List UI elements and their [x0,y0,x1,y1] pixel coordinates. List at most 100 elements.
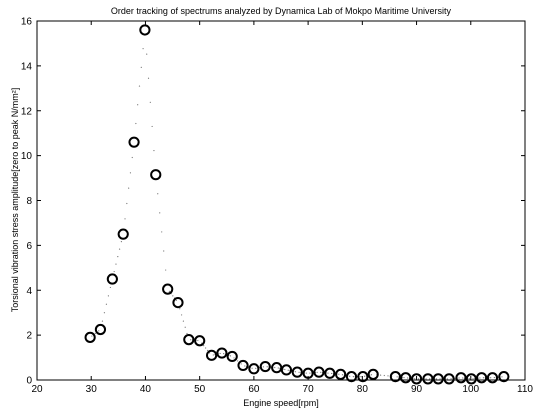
x-tick-label: 30 [86,384,98,395]
trace-dot [501,376,503,378]
x-tick-label: 50 [194,384,206,395]
data-point [422,373,434,385]
data-point [432,373,444,385]
x-tick-label: 40 [140,384,152,395]
trace-dot [140,66,142,68]
data-point [498,371,510,383]
data-point [248,363,260,375]
trace-dot [163,250,165,252]
data-point [84,331,96,343]
trace-dot [180,314,183,316]
trace-dot [352,376,354,378]
data-point [486,372,499,384]
data-point [335,368,347,380]
trace-dot [277,367,279,369]
y-tick-label: 4 [26,286,32,297]
x-tick-label: 90 [411,384,423,395]
trace-dot [255,367,257,370]
trace-dot [186,332,188,335]
trace-dot [147,77,150,79]
data-point [476,372,488,384]
trace-dot [406,377,409,379]
y-tick-label: 8 [26,196,32,207]
trace-dot [298,371,300,373]
trace-dot [316,371,318,373]
axis-ticks: 20 30 40 50 60 70 80 90 100 110 0 2 4 6 8 10 12 14 16 [21,17,534,396]
trace-dot [379,374,382,376]
trace-dot [103,312,106,314]
data-point [302,367,314,379]
data-point [367,368,379,380]
y-tick-label: 10 [21,151,33,162]
data-point [139,24,151,36]
trace-dot [331,372,333,375]
trace-dot [207,349,209,352]
data-point [216,347,228,359]
trace-dot [209,352,211,354]
trace-dot [203,344,205,347]
trace-dot [387,375,389,377]
data-point [324,367,336,379]
data-point [128,136,140,148]
trace-dot [450,378,452,380]
trace-dot [168,290,170,292]
data-point [162,283,174,295]
data-point [345,371,358,383]
trace-dot [262,366,264,368]
trace-dot [117,255,119,258]
trace-dot [172,295,174,297]
trace-dot [338,373,340,375]
trace-dot [131,156,133,159]
trace-dot [165,269,167,271]
trace-dot [109,286,111,289]
trace-dot [462,377,464,379]
plot-frame [36,20,526,381]
trace-dot [425,378,427,380]
data-points [84,24,510,385]
trace-dot [251,367,253,369]
data-point [259,360,271,373]
trace-dot [126,202,128,205]
trace-dot [305,372,307,374]
y-tick-label: 16 [21,17,33,28]
trace-dot [151,125,153,128]
data-point [280,364,293,376]
trace-dot [417,378,420,380]
trace-dot [383,374,385,377]
trace-dot [327,372,329,374]
trace-dot [142,48,144,50]
trace-dot [219,352,221,355]
trace-dot [429,378,431,380]
x-tick-label: 80 [357,384,369,395]
data-point [291,366,303,378]
trace-dot [349,375,351,377]
y-tick-label: 6 [26,241,32,252]
trace-dot [184,326,186,328]
y-tick-label: 0 [26,376,32,387]
trace-dot [105,303,108,305]
trace-dot [266,366,268,368]
data-point [226,350,238,363]
trace-dot [240,363,242,365]
data-point [237,359,249,372]
trace-dot [490,377,492,379]
trace-dot [479,377,481,379]
trace-dot [113,270,115,273]
trace-dot [403,376,405,379]
trace-dot [205,347,207,349]
trace-dot [320,371,322,373]
trace-dot [294,371,297,373]
x-tick-label: 20 [31,384,43,395]
trace-dot [287,369,289,371]
trace-dot [396,376,398,378]
data-point [465,373,477,385]
trace-dot [107,295,109,297]
trace-dot [223,353,225,355]
trace-dot [120,241,123,243]
trace-dot [233,357,235,359]
trace-dot [175,299,177,301]
trace-dot [201,342,203,344]
trace-dot [190,339,192,341]
trace-dot [146,53,148,55]
trace-dot [363,375,366,377]
